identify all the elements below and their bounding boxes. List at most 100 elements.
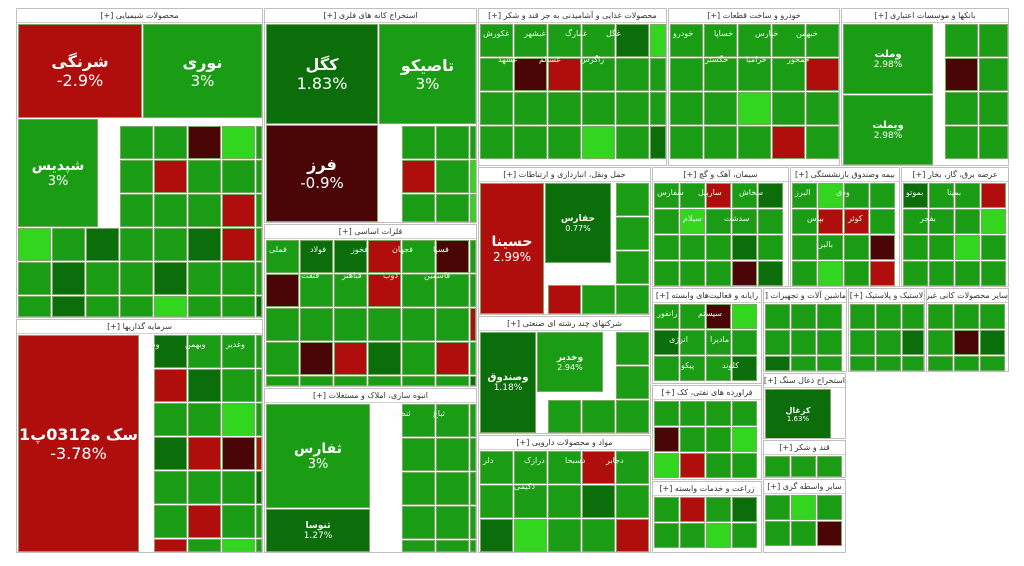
stock-tile-small[interactable]	[704, 126, 737, 159]
stock-tile-small[interactable]	[844, 235, 869, 260]
stock-tile-small[interactable]	[732, 356, 757, 381]
stock-tile-small[interactable]	[582, 58, 615, 91]
stock-tile-small[interactable]	[670, 58, 703, 91]
stock-tile-small[interactable]	[680, 183, 705, 208]
stock-tile-small[interactable]	[222, 262, 255, 295]
stock-tile-small[interactable]	[188, 369, 221, 402]
stock-tile-small[interactable]	[902, 304, 924, 329]
stock-tile[interactable]: شرنگی -2.9%	[18, 24, 142, 118]
stock-tile-small[interactable]	[850, 304, 875, 329]
stock-tile-small[interactable]	[470, 376, 476, 386]
sector-title[interactable]: استخراج ذغال سنگ [+]	[764, 374, 845, 388]
stock-tile-small[interactable]	[844, 183, 869, 208]
stock-tile-small[interactable]	[514, 92, 547, 125]
stock-tile[interactable]: وخدیر 2.94%	[537, 332, 603, 392]
stock-tile-small[interactable]	[704, 24, 737, 57]
stock-tile-small[interactable]	[706, 304, 731, 329]
stock-tile-small[interactable]	[188, 160, 221, 193]
stock-tile-small[interactable]	[870, 235, 895, 260]
stock-tile-small[interactable]	[86, 262, 119, 295]
stock-tile-small[interactable]	[514, 519, 547, 552]
stock-tile-small[interactable]	[480, 126, 513, 159]
stock-tile-small[interactable]	[680, 427, 705, 452]
stock-tile-small[interactable]	[980, 356, 1005, 371]
stock-tile-small[interactable]	[480, 92, 513, 125]
stock-tile-small[interactable]	[654, 209, 679, 234]
stock-tile-small[interactable]	[154, 505, 187, 538]
sector-title[interactable]: انبوه سازی، املاک و مستغلات [+]	[265, 389, 476, 403]
stock-tile-small[interactable]	[470, 404, 476, 437]
stock-tile-small[interactable]	[732, 427, 757, 452]
stock-tile-small[interactable]	[616, 332, 649, 365]
stock-tile-small[interactable]	[548, 126, 581, 159]
stock-tile-small[interactable]	[758, 183, 783, 208]
stock-tile-small[interactable]	[616, 485, 649, 518]
stock-tile-small[interactable]	[616, 217, 649, 250]
stock-tile-small[interactable]	[616, 366, 649, 399]
stock-tile-small[interactable]	[52, 296, 85, 317]
stock-tile-small[interactable]	[738, 24, 771, 57]
stock-tile-small[interactable]	[514, 126, 547, 159]
stock-tile-small[interactable]	[548, 519, 581, 552]
stock-tile-small[interactable]	[266, 342, 299, 375]
stock-tile-small[interactable]	[120, 228, 153, 261]
stock-tile-small[interactable]	[470, 194, 476, 222]
stock-tile-small[interactable]	[680, 304, 705, 329]
stock-tile-small[interactable]	[222, 471, 255, 504]
stock-tile-small[interactable]	[817, 495, 842, 520]
stock-tile[interactable]: وملت 2.98%	[843, 24, 933, 94]
stock-tile-small[interactable]	[792, 261, 817, 286]
stock-tile-small[interactable]	[650, 58, 666, 91]
stock-tile-small[interactable]	[954, 330, 979, 355]
stock-tile-small[interactable]	[256, 403, 262, 436]
stock-tile-small[interactable]	[582, 400, 615, 433]
stock-tile-small[interactable]	[654, 523, 679, 548]
sector-title[interactable]: شرکتهای چند رشته ای صنعتی [+]	[479, 317, 650, 331]
stock-tile-small[interactable]	[818, 261, 843, 286]
stock-tile-small[interactable]	[436, 274, 469, 307]
stock-tile-small[interactable]	[86, 228, 119, 261]
stock-tile-small[interactable]	[300, 274, 333, 307]
stock-tile-small[interactable]	[582, 126, 615, 159]
stock-tile[interactable]: ثفارس 3%	[266, 404, 370, 508]
stock-tile-small[interactable]	[222, 403, 255, 436]
stock-tile-small[interactable]	[791, 521, 816, 546]
stock-tile-small[interactable]	[188, 505, 221, 538]
stock-tile-small[interactable]	[436, 160, 469, 193]
stock-tile-small[interactable]	[903, 183, 928, 208]
stock-tile-small[interactable]	[654, 401, 679, 426]
stock-tile-small[interactable]	[300, 376, 333, 386]
stock-tile-small[interactable]	[670, 24, 703, 57]
stock-tile-small[interactable]	[654, 427, 679, 452]
stock-tile-small[interactable]	[256, 228, 262, 261]
stock-tile-small[interactable]	[188, 539, 221, 552]
stock-tile-small[interactable]	[222, 369, 255, 402]
stock-tile-small[interactable]	[334, 376, 367, 386]
stock-tile-small[interactable]	[616, 451, 649, 484]
stock-tile-small[interactable]	[945, 126, 978, 159]
stock-tile-small[interactable]	[732, 261, 757, 286]
stock-tile-small[interactable]	[154, 194, 187, 227]
stock-tile-small[interactable]	[548, 485, 581, 518]
stock-tile-small[interactable]	[436, 240, 469, 273]
stock-tile-small[interactable]	[818, 209, 843, 234]
stock-tile-small[interactable]	[903, 209, 928, 234]
stock-tile-small[interactable]	[334, 240, 367, 273]
stock-tile-small[interactable]	[402, 274, 435, 307]
sector-title[interactable]: سیمان، آهک و گچ [+]	[653, 168, 788, 182]
stock-tile-small[interactable]	[981, 183, 1006, 208]
stock-tile-small[interactable]	[817, 456, 842, 477]
stock-tile-small[interactable]	[470, 308, 476, 341]
stock-tile-small[interactable]	[765, 356, 790, 371]
sector-title[interactable]: محصولات شیمیایی [+]	[17, 9, 262, 23]
stock-tile-small[interactable]	[670, 126, 703, 159]
stock-tile-small[interactable]	[18, 296, 51, 317]
stock-tile[interactable]: شپدیس 3%	[18, 119, 98, 227]
stock-tile-small[interactable]	[266, 240, 299, 273]
stock-tile-small[interactable]	[844, 261, 869, 286]
sector-title[interactable]: سایر واسطه گری [+]	[764, 480, 845, 494]
stock-tile-small[interactable]	[791, 304, 816, 329]
stock-tile-small[interactable]	[706, 183, 731, 208]
stock-tile-small[interactable]	[616, 92, 649, 125]
stock-tile-small[interactable]	[955, 261, 980, 286]
